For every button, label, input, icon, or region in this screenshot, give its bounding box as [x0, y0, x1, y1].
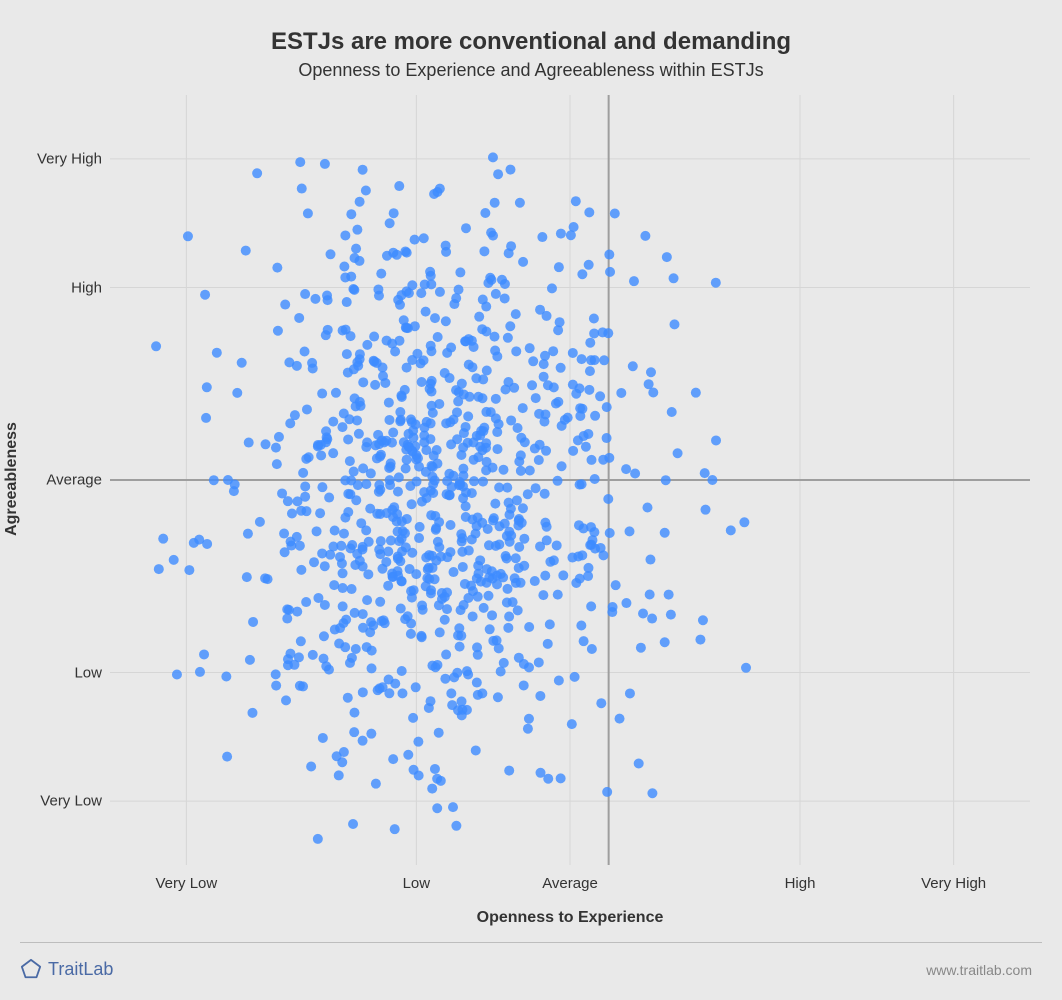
y-tick-label: High [71, 279, 102, 296]
x-tick-label: Very Low [156, 875, 218, 892]
y-tick-label: Very Low [40, 793, 102, 810]
chart-subtitle: Openness to Experience and Agreeableness… [0, 60, 1062, 81]
brand: TraitLab [20, 958, 113, 980]
y-tick-label: Very High [37, 150, 102, 167]
y-tick-label: Average [46, 472, 102, 489]
y-tick-label: Low [74, 664, 102, 681]
y-axis-label: Agreeableness [3, 379, 21, 579]
footer-rule [20, 942, 1042, 943]
scatter-plot [110, 95, 1030, 865]
x-axis-label: Openness to Experience [477, 909, 664, 927]
chart-container: ESTJs are more conventional and demandin… [0, 0, 1062, 1000]
x-tick-label: Low [403, 875, 431, 892]
site-url: www.traitlab.com [926, 962, 1032, 978]
x-tick-label: Very High [921, 875, 986, 892]
brand-name: TraitLab [48, 959, 113, 980]
chart-title: ESTJs are more conventional and demandin… [0, 28, 1062, 56]
x-tick-label: High [785, 875, 816, 892]
brand-logo-icon [20, 958, 42, 980]
x-tick-label: Average [542, 875, 598, 892]
